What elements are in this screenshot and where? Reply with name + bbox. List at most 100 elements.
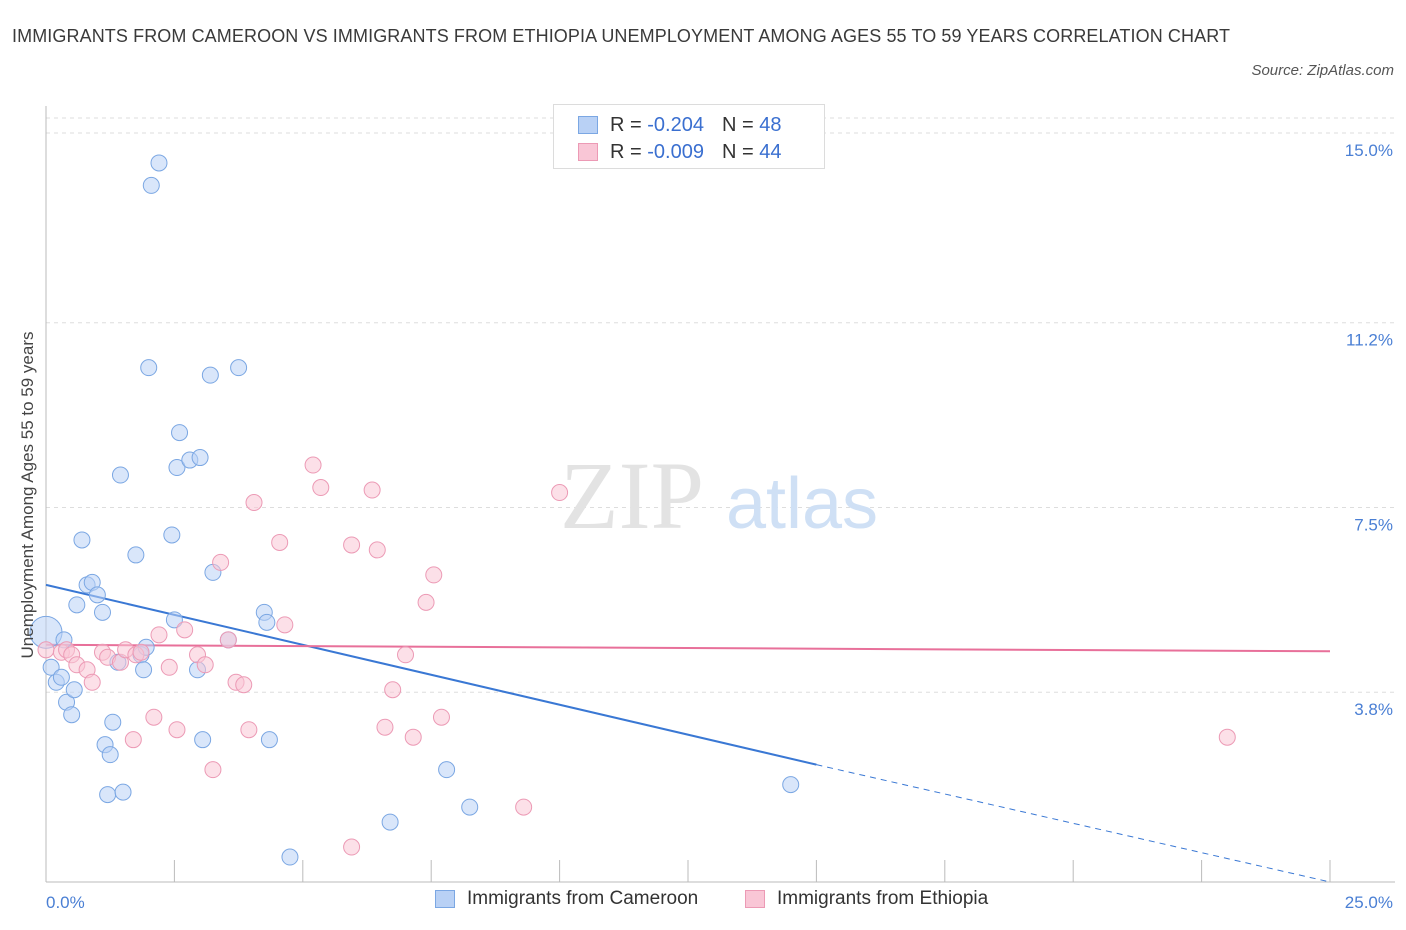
legend-r-value: -0.204: [647, 113, 704, 136]
point-cameroon: [111, 466, 129, 484]
point-cameroon: [438, 761, 456, 779]
point-ethiopia: [37, 641, 55, 659]
y-axis-title: Unemployment Among Ages 55 to 59 years: [18, 332, 37, 659]
y-tick-label: 3.8%: [1354, 700, 1393, 719]
series-legend-ethiopia: Immigrants from Ethiopia: [745, 888, 988, 910]
point-ethiopia: [404, 728, 422, 746]
point-cameroon: [42, 658, 60, 676]
point-cameroon: [114, 783, 132, 801]
point-ethiopia: [276, 616, 294, 634]
legend-n-label: N =: [721, 140, 760, 163]
point-ethiopia: [343, 838, 361, 856]
point-cameroon: [150, 154, 168, 172]
trend-line-cameroon: [45, 583, 817, 766]
point-ethiopia: [196, 656, 214, 674]
point-cameroon: [65, 681, 83, 699]
chart-title: IMMIGRANTS FROM CAMEROON VS IMMIGRANTS F…: [12, 26, 1231, 46]
data-points: [29, 154, 1236, 866]
point-cameroon: [230, 359, 248, 377]
point-ethiopia: [425, 566, 443, 584]
series-label-ethiopia: Immigrants from Ethiopia: [777, 888, 989, 909]
point-cameroon: [258, 613, 276, 631]
point-cameroon: [381, 813, 399, 831]
point-cameroon: [461, 798, 479, 816]
point-cameroon: [93, 603, 111, 621]
point-ethiopia: [160, 658, 178, 676]
watermark-atlas: atlas: [726, 464, 878, 544]
point-cameroon: [101, 746, 119, 764]
point-cameroon: [73, 531, 91, 549]
x-tick-label-min: 0.0%: [46, 893, 85, 912]
point-ethiopia: [368, 541, 386, 559]
point-cameroon: [260, 731, 278, 749]
legend-row-ethiopia: R = -0.009 N = 44: [578, 140, 781, 164]
x-tick-label-max: 25.0%: [1345, 893, 1393, 912]
point-ethiopia: [432, 708, 450, 726]
y-tick-label: 15.0%: [1345, 141, 1393, 160]
point-ethiopia: [515, 798, 533, 816]
point-cameroon: [168, 459, 186, 477]
grid-lines: [46, 117, 1395, 693]
series-swatch-cameroon: [435, 890, 455, 908]
source-label: Source: ZipAtlas.com: [1251, 62, 1394, 79]
point-ethiopia: [150, 626, 168, 644]
legend-n-value: 48: [759, 113, 782, 136]
point-ethiopia: [376, 718, 394, 736]
point-ethiopia: [235, 676, 253, 694]
axes: [45, 106, 1395, 883]
legend-n-label: N =: [721, 113, 760, 136]
point-ethiopia: [1218, 728, 1236, 746]
point-cameroon: [140, 359, 158, 377]
point-ethiopia: [271, 533, 289, 551]
point-ethiopia: [551, 484, 569, 502]
watermark-zip: ZIP: [560, 442, 704, 549]
legend-row-cameroon: R = -0.204 N = 48: [578, 113, 781, 137]
legend-swatch-cameroon: [578, 116, 598, 134]
trend-lines: [45, 583, 1331, 883]
point-ethiopia: [83, 673, 101, 691]
y-tick-label: 11.2%: [1346, 331, 1393, 350]
point-cameroon: [142, 176, 160, 194]
point-ethiopia: [168, 721, 186, 739]
trend-line-ethiopia: [45, 643, 1331, 653]
point-ethiopia: [304, 456, 322, 474]
legend-r-label: R =: [610, 140, 648, 163]
point-ethiopia: [204, 761, 222, 779]
point-cameroon: [63, 706, 81, 724]
point-ethiopia: [176, 621, 194, 639]
series-legend-cameroon: Immigrants from Cameroon: [435, 888, 698, 910]
y-tick-labels: 3.8% 7.5% 11.2% 15.0%: [1345, 141, 1393, 719]
point-cameroon: [99, 786, 117, 804]
point-ethiopia: [245, 493, 263, 511]
point-ethiopia: [145, 708, 163, 726]
point-cameroon: [127, 546, 145, 564]
point-cameroon: [88, 586, 106, 604]
point-ethiopia: [397, 646, 415, 664]
point-ethiopia: [124, 731, 142, 749]
y-tick-label: 7.5%: [1354, 515, 1393, 534]
legend-swatch-ethiopia: [578, 143, 598, 161]
point-cameroon: [135, 661, 153, 679]
point-cameroon: [163, 526, 181, 544]
point-cameroon: [52, 668, 70, 686]
correlation-legend: R = -0.204 N = 48 R = -0.009 N = 44: [553, 104, 825, 169]
point-cameroon: [194, 731, 212, 749]
point-cameroon: [104, 713, 122, 731]
series-label-cameroon: Immigrants from Cameroon: [467, 888, 699, 909]
point-cameroon: [281, 848, 299, 866]
point-cameroon: [165, 611, 183, 629]
point-cameroon: [782, 776, 800, 794]
series-swatch-ethiopia: [745, 890, 765, 908]
watermark: ZIP atlas: [560, 442, 878, 549]
point-ethiopia: [343, 536, 361, 554]
legend-n-value: 44: [759, 140, 782, 163]
point-ethiopia: [219, 631, 237, 649]
point-cameroon: [171, 424, 189, 442]
point-ethiopia: [132, 643, 150, 661]
point-ethiopia: [417, 593, 435, 611]
point-ethiopia: [212, 553, 230, 571]
point-ethiopia: [240, 721, 258, 739]
series-legend: Immigrants from Cameroon Immigrants from…: [0, 888, 1406, 916]
legend-r-value: -0.009: [647, 140, 704, 163]
